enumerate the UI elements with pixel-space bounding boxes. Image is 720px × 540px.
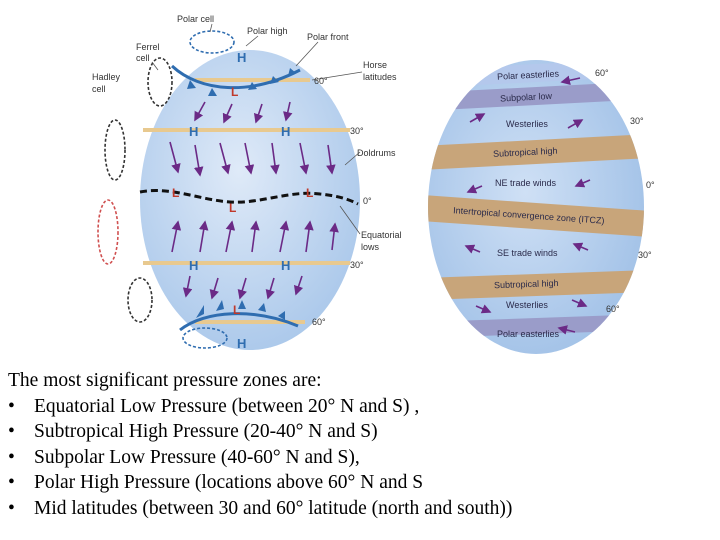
list-item: • Mid latitudes (between 30 and 60° latit… <box>8 496 713 522</box>
low-mark-equator-c: L <box>306 186 313 200</box>
low-mark-front-north: L <box>231 85 238 99</box>
equatorial-low-line <box>139 189 359 206</box>
label-subpolar-low-north: Subpolar low <box>500 91 553 104</box>
pressure-zones-list: • Equatorial Low Pressure (between 20° N … <box>8 394 713 522</box>
right-wind-arrows <box>464 75 591 335</box>
label-left-equator: 0° <box>363 196 372 206</box>
polar-front-south <box>179 312 299 332</box>
low-mark-equator-a: L <box>172 186 179 200</box>
label-right-north-30: 30° <box>630 116 644 126</box>
list-item-text: Mid latitudes (between 30 and 60° latitu… <box>34 497 513 519</box>
left-globe: H L H H L L L H H L H Polar cell Polar h… <box>92 14 402 351</box>
polar-cell-north-loop <box>189 30 235 54</box>
low-mark-front-south: L <box>233 303 240 317</box>
label-left-north-30: 30° <box>350 126 364 136</box>
leader-lines <box>151 23 363 235</box>
polar-front-north-triangles <box>187 68 296 96</box>
label-left-south-60: 60° <box>312 317 326 327</box>
list-item: • Equatorial Low Pressure (between 20° N … <box>8 394 713 420</box>
high-mark-pole-north: H <box>237 50 246 65</box>
band-subtropical-high-north <box>428 133 644 171</box>
list-item-text: Equatorial Low Pressure (between 20° N a… <box>34 395 420 417</box>
label-polar-cell: Polar cell <box>177 14 214 24</box>
label-subtropical-high-south: Subtropical high <box>494 278 559 290</box>
list-item-text: Subtropical High Pressure (20-40° N and … <box>34 421 378 442</box>
circulation-cells <box>97 30 235 349</box>
label-ferrel-cell-2: cell <box>136 53 150 63</box>
hadley-cell-equator-loop <box>97 199 119 265</box>
right-latitude-labels: 60° 30° 0° 30° 60° <box>595 68 655 314</box>
label-polar-high: Polar high <box>247 26 288 36</box>
band-subpolar-low-south <box>428 313 644 339</box>
right-globe: Polar easterlies Subpolar low Westerlies… <box>428 60 655 354</box>
intro-line: The most significant pressure zones are: <box>8 370 322 391</box>
polar-front-north <box>170 64 301 90</box>
ferrel-cell-north-loop <box>147 57 173 107</box>
bullet: • <box>8 446 15 468</box>
list-item: • Subtropical High Pressure (20-40° N and… <box>8 419 713 445</box>
bullet: • <box>8 472 15 493</box>
label-westerlies-south: Westerlies <box>506 300 548 310</box>
label-se-trade-winds: SE trade winds <box>497 248 558 258</box>
label-right-equator: 0° <box>646 180 655 190</box>
high-mark-south-30-a: H <box>189 258 198 273</box>
hadley-cell-north-loop <box>104 119 126 181</box>
label-doldrums: Doldrums <box>357 148 396 158</box>
ferrel-cell-south-loop <box>127 277 153 323</box>
pressure-zones-text: The most significant pressure zones are:… <box>8 368 713 521</box>
list-item: • Subpolar Low Pressure (40-60° N and S), <box>8 445 713 471</box>
pressure-marks: H L H H L L L H H L H <box>172 50 313 351</box>
high-mark-pole-south: H <box>237 336 246 351</box>
label-horse-latitudes-1: Horse <box>363 60 387 70</box>
polar-front-south-triangles <box>196 300 285 320</box>
bullet: • <box>8 497 15 519</box>
band-subtropical-high-south <box>428 269 644 301</box>
label-ferrel-cell-1: Ferrel <box>136 42 160 52</box>
label-hadley-cell-1: Hadley <box>92 72 121 82</box>
label-ne-trade-winds: NE trade winds <box>495 178 557 188</box>
polar-cell-south-loop <box>182 327 228 349</box>
label-right-south-30: 30° <box>638 250 652 260</box>
low-mark-equator-b: L <box>229 201 236 215</box>
label-right-south-60: 60° <box>606 304 620 314</box>
label-left-north-60: 60° <box>314 76 328 86</box>
list-item: • Polar High Pressure (locations above 60… <box>8 470 713 496</box>
label-equatorial-lows-2: lows <box>361 242 380 252</box>
bullet: • <box>8 421 15 442</box>
list-item-text: Polar High Pressure (locations above 60°… <box>34 472 424 493</box>
label-equatorial-lows-1: Equatorial <box>361 230 402 240</box>
global-circulation-diagram: H L H H L L L H H L H Polar cell Polar h… <box>92 14 655 354</box>
label-subtropical-high-north: Subtropical high <box>493 146 558 159</box>
left-wind-arrows <box>169 101 339 300</box>
left-labels: Polar cell Polar high Polar front Ferrel… <box>92 14 402 327</box>
label-left-south-30: 30° <box>350 260 364 270</box>
label-polar-front: Polar front <box>307 32 349 42</box>
label-right-north-60: 60° <box>595 68 609 78</box>
label-polar-easterlies-north: Polar easterlies <box>497 68 560 81</box>
list-item-text: Subpolar Low Pressure (40-60° N and S), <box>34 446 360 468</box>
high-mark-north-30-b: H <box>281 124 290 139</box>
label-horse-latitudes-2: latitudes <box>363 72 397 82</box>
high-mark-north-30-a: H <box>189 124 198 139</box>
bullet: • <box>8 395 15 417</box>
band-itcz <box>428 194 644 238</box>
label-polar-easterlies-south: Polar easterlies <box>497 329 560 339</box>
high-mark-south-30-b: H <box>281 258 290 273</box>
label-hadley-cell-2: cell <box>92 84 106 94</box>
label-westerlies-north: Westerlies <box>506 119 548 129</box>
